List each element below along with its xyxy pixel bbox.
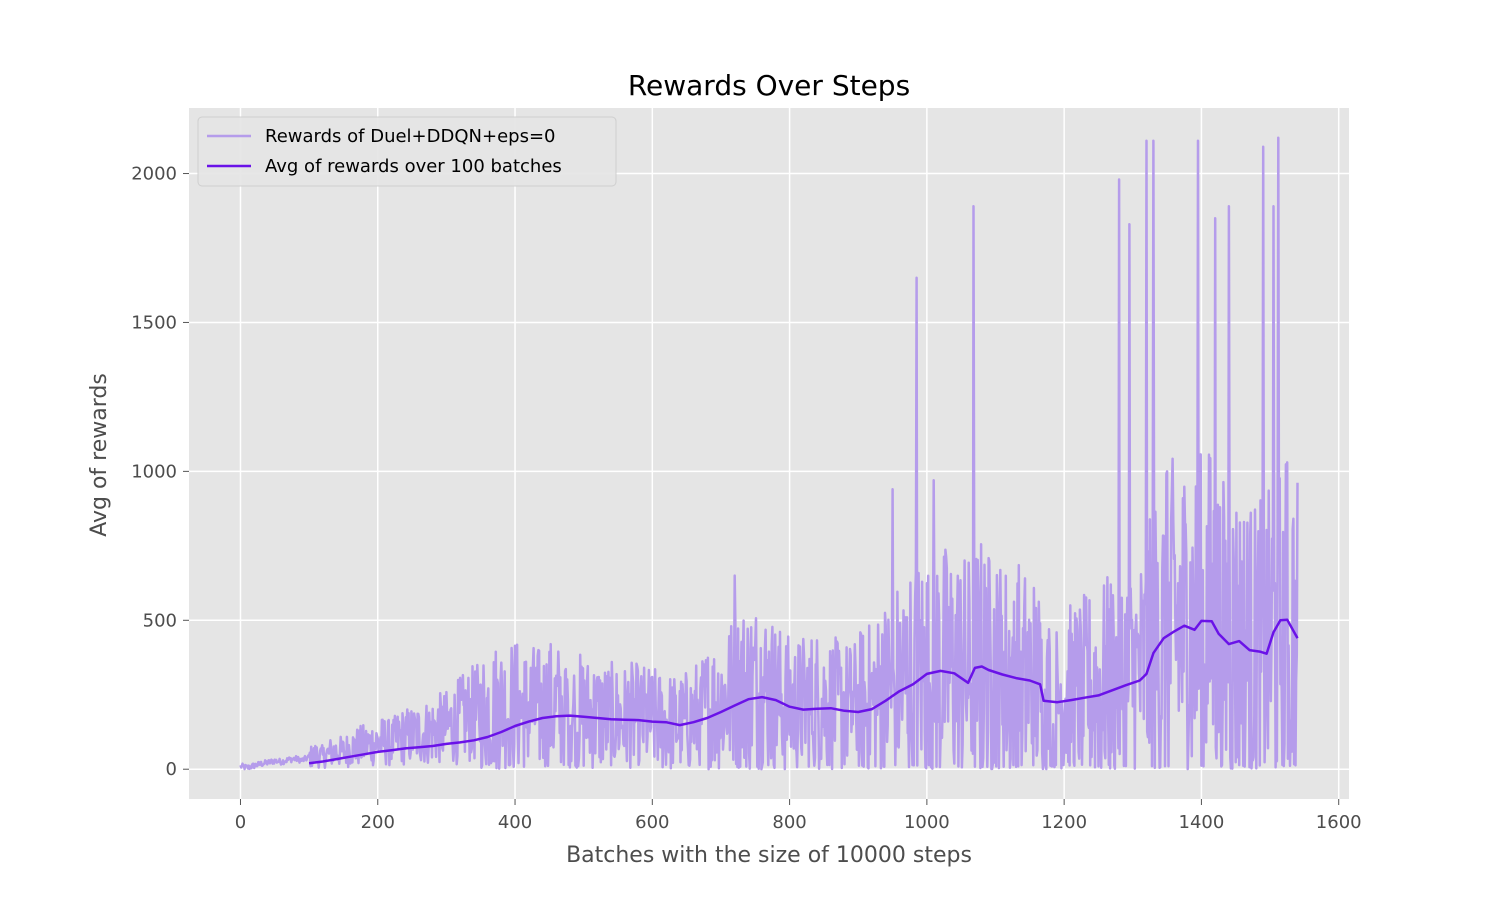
x-tick-label: 200	[361, 812, 395, 833]
x-tick-label: 800	[772, 812, 806, 833]
y-tick-label: 500	[143, 610, 177, 631]
x-axis-ticks: 0 200 400 600 800 1000 1200 1400 1600	[235, 799, 1362, 833]
y-tick-label: 0	[166, 759, 177, 780]
y-tick-label: 1000	[131, 461, 177, 482]
x-axis-label: Batches with the size of 10000 steps	[566, 843, 972, 868]
y-tick-label: 2000	[131, 164, 177, 185]
chart-title: Rewards Over Steps	[628, 69, 910, 102]
series-line-raw-rewards	[239, 136, 1299, 771]
legend-label-avg: Avg of rewards over 100 batches	[265, 156, 562, 177]
series-layer	[239, 136, 1299, 771]
x-tick-label: 1400	[1179, 812, 1225, 833]
x-tick-label: 400	[498, 812, 532, 833]
legend-box	[197, 116, 617, 187]
legend-label-raw: Rewards of Duel+DDQN+eps=0	[265, 126, 555, 147]
x-tick-label: 1600	[1316, 812, 1362, 833]
y-axis-ticks: 0 500 1000 1500 2000	[131, 164, 189, 780]
series-line-moving-average	[308, 618, 1299, 765]
legend: Rewards of Duel+DDQN+eps=0 Avg of reward…	[197, 116, 617, 187]
y-axis-label: Avg of rewards	[87, 373, 112, 537]
x-tick-label: 0	[235, 812, 246, 833]
y-tick-label: 1500	[131, 312, 177, 333]
x-tick-label: 1000	[904, 812, 950, 833]
x-tick-label: 600	[635, 812, 669, 833]
x-tick-label: 1200	[1041, 812, 1087, 833]
